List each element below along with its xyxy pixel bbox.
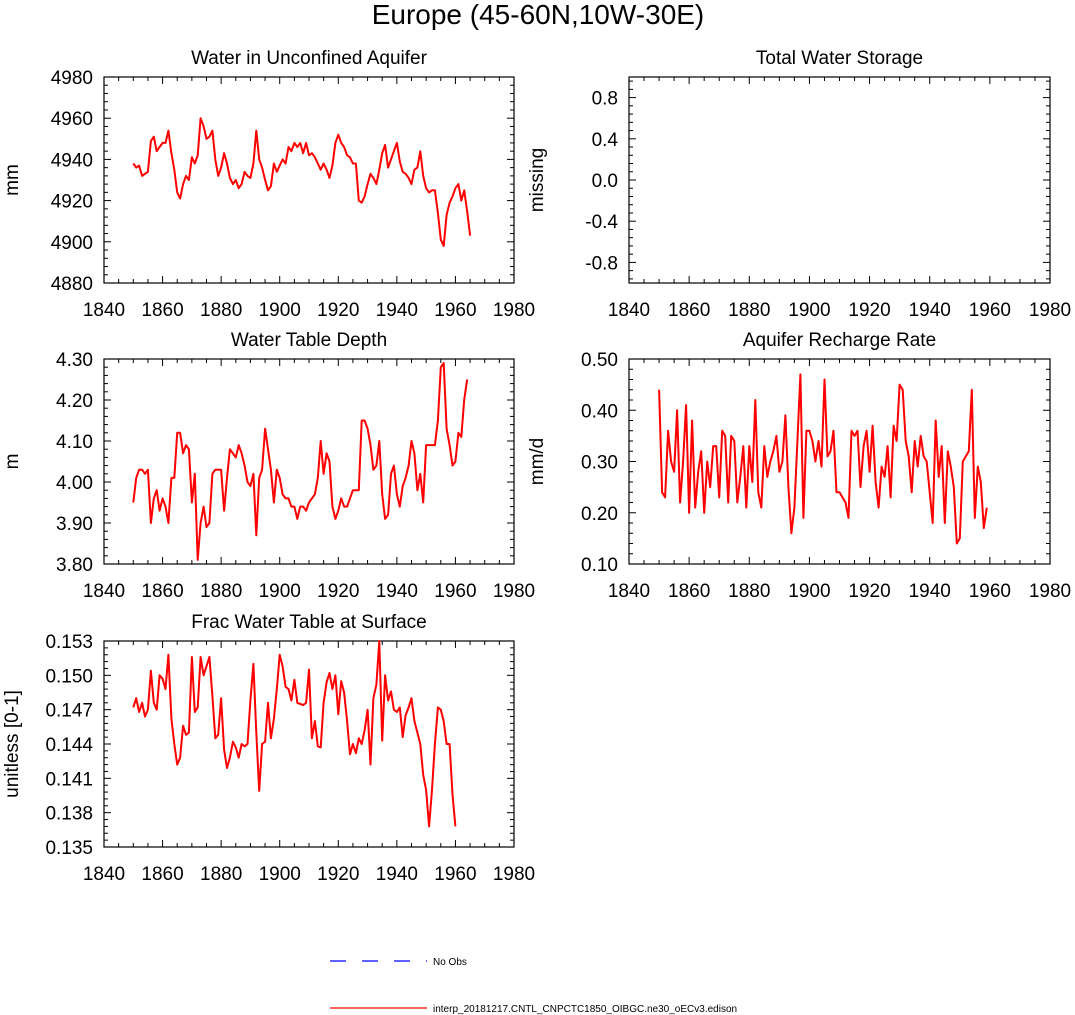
panel-2-ytick-label: -0.4	[585, 212, 618, 233]
panel-4-xtick-label: 1940	[909, 581, 951, 602]
panel-5-ytick-label: 0.141	[45, 769, 93, 790]
panel-5-xtick-label: 1840	[83, 864, 125, 885]
panel-2-ytick-label: 0.4	[592, 130, 619, 151]
panel-5-xtick-label: 1900	[259, 864, 301, 885]
panel-5-ylabel: unitless [0-1]	[2, 690, 23, 798]
panel-4-xtick-label: 1920	[848, 581, 890, 602]
panel-4-xtick-label: 1960	[969, 581, 1011, 602]
panel-2-xtick-label: 1960	[969, 300, 1011, 321]
panel-5-xtick-label: 1880	[200, 864, 242, 885]
panel-1-title: Water in Unconfined Aquifer	[191, 48, 428, 69]
panel-2-title: Total Water Storage	[756, 48, 923, 69]
panel-1-xtick-label: 1960	[434, 300, 476, 321]
panel-2-xtick-label: 1840	[608, 300, 650, 321]
panel-4-xtick-label: 1980	[1029, 581, 1071, 602]
panel-2-ytick-label: 0.0	[592, 171, 618, 192]
panel-5-title: Frac Water Table at Surface	[191, 612, 427, 633]
panel-1-ytick-label: 4900	[51, 233, 93, 254]
panel-1-xtick-label: 1980	[493, 300, 535, 321]
panel-4-ytick-label: 0.50	[581, 350, 618, 371]
panel-5-ytick-label: 0.138	[45, 804, 93, 825]
panel-4-xtick-label: 1900	[788, 581, 830, 602]
panel-2-xtick-label: 1980	[1029, 300, 1071, 321]
panel-5-ytick-label: 0.153	[45, 632, 93, 653]
panel-2: Total Water Storage missing 1840 1860 1880 19…	[527, 48, 1071, 321]
panel-4-ytick-label: 0.10	[581, 555, 618, 576]
panel-5-xtick-label: 1980	[493, 864, 535, 885]
panel-5-ytick-label: 0.144	[45, 735, 93, 756]
panel-2-ytick-label: -0.8	[585, 253, 618, 274]
panel-5-ytick-label: 0.150	[45, 666, 93, 687]
panel-1-ytick-label: 4880	[51, 274, 93, 295]
legend-label-no-obs: No Obs	[433, 957, 467, 968]
panel-5: Frac Water Table at Surface unitless [0-1…	[2, 612, 535, 885]
panel-1: Water in Unconfined Aquifer mm 1840 1860 188…	[2, 48, 535, 321]
panel-1-xtick-label: 1880	[200, 300, 242, 321]
panel-5-xtick-label: 1960	[434, 864, 476, 885]
panel-4-series-line	[658, 373, 988, 545]
panel-3-xtick-label: 1840	[83, 581, 125, 602]
panel-4-ytick-label: 0.40	[581, 401, 618, 422]
panel-4-frame	[628, 358, 1051, 565]
panel-5-xtick-label: 1920	[317, 864, 359, 885]
panel-4: Aquifer Recharge Rate mm/d 1840 1860 1880 190…	[527, 330, 1071, 602]
panel-1-ytick-label: 4920	[51, 192, 93, 213]
panel-2-ytick-label: 0.8	[592, 89, 618, 110]
panel-1-ytick-label: 4960	[51, 109, 93, 130]
panel-3-xtick-label: 1900	[259, 581, 301, 602]
panel-4-ytick-label: 0.20	[581, 504, 618, 525]
panel-2-frame	[628, 76, 1051, 284]
panel-1-frame	[103, 76, 515, 284]
panel-3-ytick-label: 3.80	[56, 555, 93, 576]
panel-1-ytick-label: 4980	[51, 68, 93, 89]
panel-2-xtick-label: 1920	[848, 300, 890, 321]
panel-1-xtick-label: 1860	[141, 300, 183, 321]
panel-3-ytick-label: 4.10	[56, 432, 93, 453]
panel-3-ytick-label: 4.30	[56, 350, 93, 371]
panel-5-ytick-label: 0.147	[45, 701, 93, 722]
panel-5-xtick-label: 1940	[376, 864, 418, 885]
panel-2-xtick-label: 1900	[788, 300, 830, 321]
legend: No Obs interp_20181217.CNTL_CNPCTC1850_O…	[330, 957, 737, 1015]
panel-1-xtick-label: 1940	[376, 300, 418, 321]
panel-4-xtick-label: 1840	[608, 581, 650, 602]
panel-3-xtick-label: 1960	[434, 581, 476, 602]
panel-3-xtick-label: 1920	[317, 581, 359, 602]
panel-3-xtick-label: 1940	[376, 581, 418, 602]
panel-1-series-line	[132, 117, 472, 247]
panel-5-ytick-label: 0.135	[45, 838, 93, 859]
panel-4-xtick-label: 1880	[728, 581, 770, 602]
panel-3-ytick-label: 3.90	[56, 514, 93, 535]
panel-4-ylabel: mm/d	[527, 438, 548, 486]
panel-3-xtick-label: 1980	[493, 581, 535, 602]
panel-4-xtick-label: 1860	[668, 581, 710, 602]
panel-1-xtick-label: 1900	[259, 300, 301, 321]
panel-3-xtick-label: 1860	[141, 581, 183, 602]
panel-3-ylabel: m	[2, 454, 23, 470]
legend-label-model: interp_20181217.CNTL_CNPCTC1850_OIBGC.ne…	[433, 1004, 737, 1015]
figure-title: Europe (45-60N,10W-30E)	[372, 0, 705, 30]
panel-3-title: Water Table Depth	[231, 330, 387, 351]
panel-2-xtick-label: 1880	[728, 300, 770, 321]
panel-3-ytick-label: 4.20	[56, 391, 93, 412]
panel-3-xtick-label: 1880	[200, 581, 242, 602]
panel-1-xtick-label: 1920	[317, 300, 359, 321]
panel-2-xtick-label: 1940	[909, 300, 951, 321]
panel-3-series-line	[132, 362, 469, 561]
panel-2-ylabel: missing	[527, 148, 548, 212]
panel-2-xtick-label: 1860	[668, 300, 710, 321]
panel-3: Water Table Depth m 1840 1860 1880 1900 1920 19…	[2, 330, 535, 602]
panel-5-xtick-label: 1860	[141, 864, 183, 885]
panel-4-ytick-label: 0.30	[581, 453, 618, 474]
panel-3-ytick-label: 4.00	[56, 473, 93, 494]
panel-1-ylabel: mm	[2, 164, 23, 196]
panel-5-series-line	[132, 640, 457, 828]
panel-4-title: Aquifer Recharge Rate	[743, 330, 936, 351]
panel-1-xtick-label: 1840	[83, 300, 125, 321]
panel-1-ytick-label: 4940	[51, 150, 93, 171]
